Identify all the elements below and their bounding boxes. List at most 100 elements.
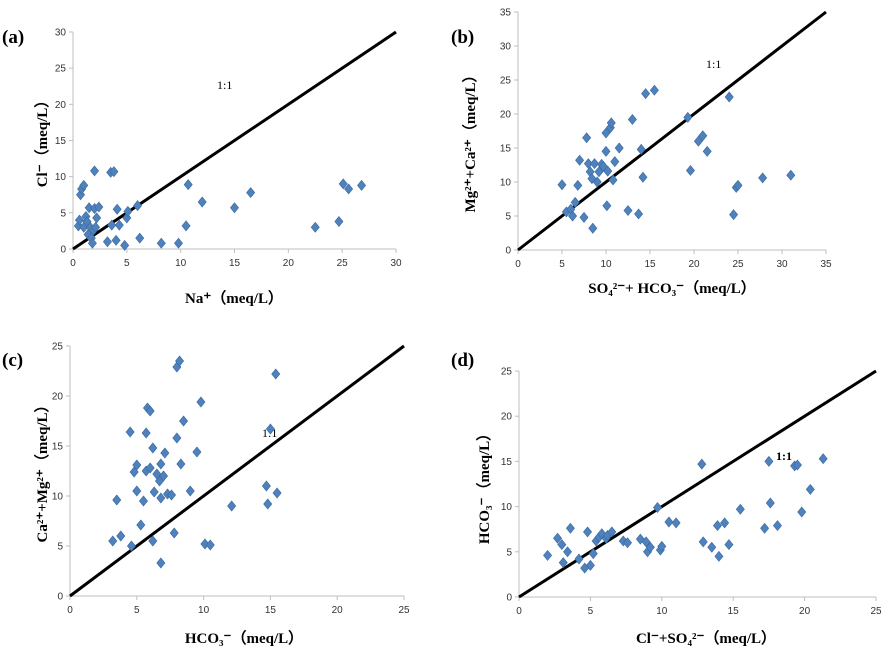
data-point [697, 458, 707, 470]
data-point [145, 405, 155, 417]
data-point [588, 222, 598, 234]
data-point [102, 236, 112, 248]
x-tick-label: 5 [134, 605, 140, 616]
data-point [172, 432, 182, 444]
one-to-one-line [518, 369, 877, 599]
data-point [176, 458, 186, 470]
y-tick-label: 5 [505, 212, 511, 223]
data-point [575, 154, 585, 166]
data-point [614, 142, 624, 154]
y-tick-label: 35 [500, 8, 512, 19]
data-point [125, 426, 135, 438]
data-point [758, 172, 768, 184]
data-point [133, 200, 143, 212]
data-point [729, 209, 739, 221]
y-tick-label: 25 [500, 76, 512, 87]
data-point [156, 492, 166, 504]
data-point [582, 132, 592, 144]
x-tick-label: 30 [390, 258, 402, 269]
y-tick-label: 0 [60, 245, 66, 256]
x-tick-label: 35 [820, 259, 832, 270]
data-point [74, 214, 84, 226]
data-point [141, 427, 151, 439]
data-point [573, 179, 583, 191]
data-point [693, 135, 703, 147]
x-axis-title: SO₄²⁻+ HCO₃⁻（meq/L） [588, 279, 755, 297]
data-point [114, 219, 124, 231]
data-point [714, 550, 724, 562]
y-tick-label: 15 [55, 136, 67, 147]
x-tick-label: 15 [728, 606, 740, 617]
x-tick-label: 25 [732, 259, 744, 270]
data-point [664, 516, 674, 528]
data-point [84, 202, 94, 214]
data-point [160, 447, 170, 459]
data-point [92, 212, 102, 224]
panel-label: (b) [451, 27, 474, 48]
data-point [138, 495, 148, 507]
data-point [272, 487, 282, 499]
data-point [685, 164, 695, 176]
scatter-panel: (a) 0 5 10 15 20 25 30 0 5 10 15 20 25 30 1:1 Na⁺（meq/L）… [2, 27, 402, 307]
data-point [109, 166, 119, 178]
x-tick-label: 25 [398, 605, 410, 616]
data-point [565, 522, 575, 534]
data-point [818, 453, 828, 465]
y-tick-label: 0 [506, 593, 512, 604]
data-point [116, 530, 126, 542]
data-point [169, 527, 179, 539]
y-tick-label: 5 [57, 542, 63, 553]
data-point [111, 234, 121, 246]
data-point [588, 548, 598, 560]
data-point [156, 557, 166, 569]
data-point [132, 485, 142, 497]
y-tick-label: 15 [500, 144, 512, 155]
x-tick-label: 25 [337, 258, 349, 269]
x-tick-label: 10 [600, 259, 612, 270]
x-tick-label: 15 [229, 258, 241, 269]
x-tick-label: 20 [799, 606, 811, 617]
x-axis-title: Cl⁻+SO₄²⁻（meq/L） [636, 629, 776, 647]
data-point [627, 113, 637, 125]
data-point [713, 520, 722, 532]
data-point [602, 200, 612, 212]
data-point [126, 540, 136, 552]
x-tick-label: 5 [124, 258, 130, 269]
x-tick-label: 25 [870, 606, 882, 617]
data-point [271, 368, 281, 380]
panel-label: (a) [2, 27, 24, 48]
data-point [265, 423, 275, 435]
data-point [185, 485, 195, 497]
data-point [112, 494, 122, 506]
y-tick-label: 5 [506, 547, 512, 558]
data-point [797, 506, 807, 518]
data-point [765, 497, 775, 509]
data-point [310, 221, 320, 233]
data-point [205, 539, 215, 551]
x-tick-label: 0 [67, 605, 73, 616]
data-point [338, 178, 348, 190]
data-point [733, 179, 743, 191]
data-point [192, 446, 202, 458]
data-point [181, 220, 191, 232]
y-tick-label: 0 [57, 592, 63, 603]
data-point [645, 541, 655, 553]
data-point [557, 179, 567, 191]
data-point [112, 203, 122, 215]
data-point [227, 500, 237, 512]
x-tick-label: 5 [559, 259, 565, 270]
y-tick-label: 15 [501, 457, 513, 468]
data-point [196, 396, 206, 408]
x-tick-label: 15 [644, 259, 656, 270]
data-point [120, 239, 130, 251]
y-tick-label: 10 [55, 172, 67, 183]
data-point [136, 519, 146, 531]
data-point [671, 517, 681, 529]
data-point [649, 84, 659, 96]
data-point [724, 91, 734, 103]
y-tick-label: 10 [501, 502, 513, 513]
y-axis-title: Cl⁻（meq/L） [33, 93, 51, 188]
y-axis-title: Mg²⁺+Ca²⁺（meq/L） [461, 67, 479, 212]
data-point [610, 156, 620, 168]
